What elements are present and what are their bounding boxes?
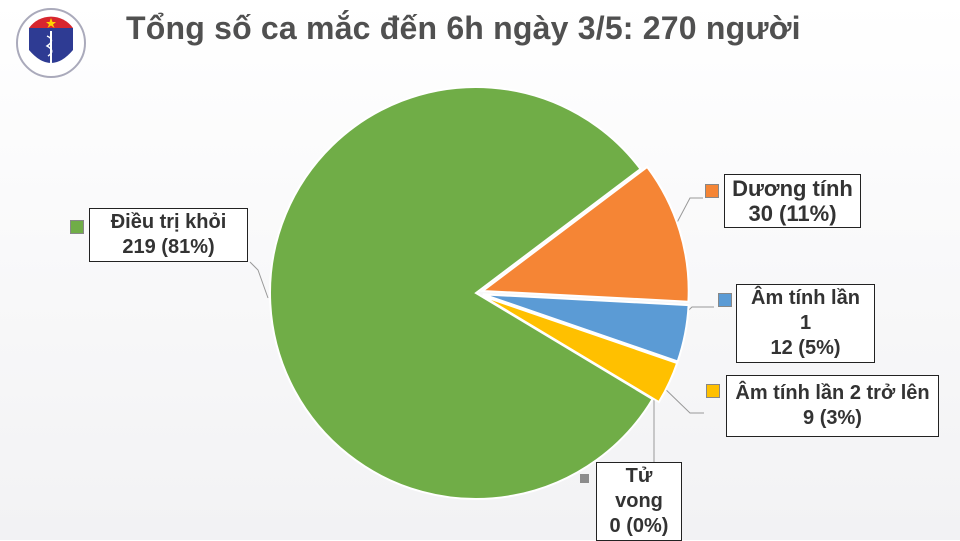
- data-label-am-tinh-lan-2: Âm tính lần 2 trở lên 9 (3%): [726, 375, 939, 437]
- data-label-am-tinh-lan-1: Âm tính lần 1 12 (5%): [736, 284, 875, 363]
- pie-slice-âm-tính-lần-2-trở-lên: [481, 295, 679, 404]
- pie-slice-âm-tính-lần-1: [482, 293, 690, 363]
- callout-line: [671, 197, 703, 233]
- slice-value: 30 (11%): [748, 201, 837, 226]
- slice-value: 0 (0%): [609, 515, 669, 537]
- page-title: Tổng số ca mắc đến 6h ngày 3/5: 270 ngườ…: [126, 10, 801, 46]
- slice-name: Dương tính: [732, 176, 853, 201]
- slice-name: Âm tính lần 1: [751, 287, 860, 334]
- legend-swatch-dieu-tri-khoi: [70, 220, 84, 234]
- slice-name: Âm tính lần 2 trở lên: [735, 382, 930, 404]
- pie-slice-điều-trị-khỏi: [269, 86, 654, 500]
- data-label-tu-vong: Tử vong 0 (0%): [596, 462, 682, 541]
- data-label-duong-tinh: Dương tính 30 (11%): [724, 174, 861, 228]
- legend-swatch-am-tinh-lan-2: [706, 384, 720, 398]
- slice-value: 219 (81%): [122, 236, 215, 258]
- data-label-dieu-tri-khoi: Điều trị khỏi 219 (81%): [89, 208, 248, 262]
- pie-slice-dương-tính: [479, 165, 690, 303]
- slice-value: 12 (5%): [770, 337, 841, 359]
- slice-name: Điều trị khỏi: [110, 211, 227, 233]
- legend-swatch-tu-vong: [580, 474, 589, 483]
- legend-swatch-am-tinh-lan-1: [718, 293, 732, 307]
- callout-line: [659, 383, 704, 414]
- slice-value: 9 (3%): [803, 407, 862, 429]
- slice-name: Tử vong: [615, 465, 663, 512]
- callout-line: [249, 261, 269, 299]
- legend-swatch-duong-tinh: [705, 184, 719, 198]
- ministry-of-health-logo: [16, 8, 86, 78]
